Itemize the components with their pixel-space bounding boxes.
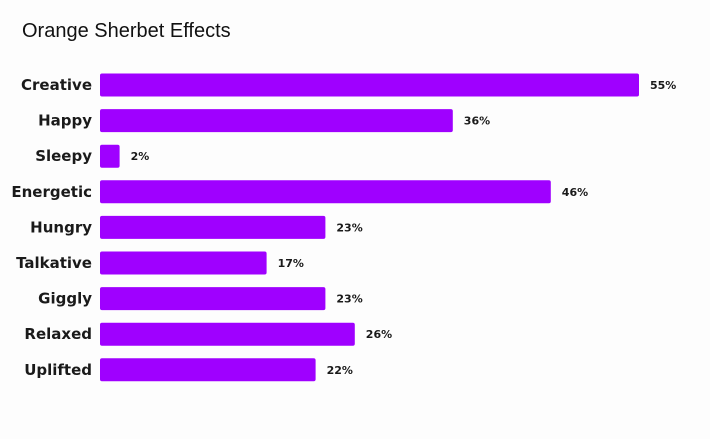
category-label-uplifted: Uplifted <box>24 361 92 379</box>
category-label-giggly: Giggly <box>38 290 92 308</box>
bar-hungry <box>100 215 326 239</box>
value-label-talkative: 17% <box>278 257 304 270</box>
value-label-relaxed: 26% <box>366 328 392 341</box>
chart-title: Orange Sherbet Effects <box>22 20 231 42</box>
value-label-creative: 55% <box>650 79 676 92</box>
value-label-happy: 36% <box>464 115 490 128</box>
bar-uplifted <box>100 358 316 382</box>
category-label-sleepy: Sleepy <box>35 147 92 165</box>
category-label-happy: Happy <box>38 112 92 130</box>
value-label-uplifted: 22% <box>327 364 353 377</box>
category-label-hungry: Hungry <box>30 218 92 236</box>
bar-sleepy <box>100 144 120 168</box>
category-label-creative: Creative <box>21 76 92 94</box>
bar-talkative <box>100 251 267 275</box>
bar-creative <box>100 73 639 97</box>
category-label-energetic: Energetic <box>11 183 92 201</box>
category-label-relaxed: Relaxed <box>24 325 92 343</box>
value-label-energetic: 46% <box>562 186 588 199</box>
value-label-hungry: 23% <box>336 221 362 234</box>
value-label-giggly: 23% <box>336 293 362 306</box>
bar-energetic <box>100 180 551 204</box>
category-label-talkative: Talkative <box>16 254 92 272</box>
bar-giggly <box>100 287 326 311</box>
bar-relaxed <box>100 322 355 346</box>
value-label-sleepy: 2% <box>131 150 150 163</box>
bar-happy <box>100 109 453 133</box>
